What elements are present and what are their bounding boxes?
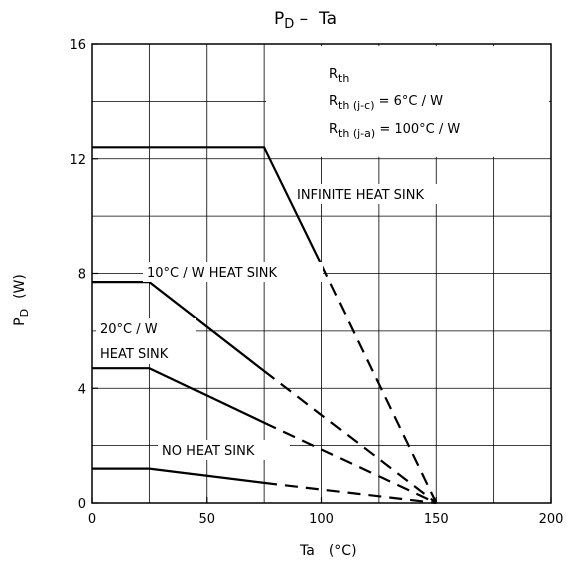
- curve-1-dashed: [263, 370, 437, 504]
- label-20cw-line2: HEAT SINK: [100, 347, 169, 362]
- rth-line-1: Rth: [329, 67, 349, 85]
- rth-box-background: [266, 46, 549, 157]
- y-tick-label: 12: [69, 153, 86, 168]
- y-tick-label: 0: [78, 497, 86, 512]
- x-tick-label: 50: [198, 512, 215, 527]
- x-tick-label: 150: [424, 512, 449, 527]
- curve-0-solid: [92, 146, 323, 266]
- y-tick-label: 16: [69, 38, 86, 53]
- y-axis-title: PD(W): [12, 274, 31, 326]
- label-no-heat-sink: NO HEAT SINK: [162, 444, 255, 459]
- curve-2-dashed: [263, 421, 437, 504]
- x-axis-title: Ta (°C): [299, 543, 357, 559]
- curve-annotations: INFINITE HEAT SINK 10°C / W HEAT SINK 20…: [96, 184, 463, 460]
- rth-line-2: Rth (j-c) = 6°C / W: [329, 94, 443, 112]
- derating-curves: [92, 146, 438, 505]
- curve-3-dashed: [263, 481, 437, 505]
- rth-line-3: Rth (j-a) = 100°C / W: [329, 122, 460, 140]
- curve-0-dashed: [320, 264, 438, 504]
- x-tick-label: 0: [88, 512, 96, 527]
- curve-2-solid: [92, 367, 265, 424]
- x-tick-label: 200: [539, 512, 564, 527]
- y-tick-label: 4: [78, 382, 86, 397]
- rth-box: Rth Rth (j-c) = 6°C / W Rth (j-a) = 100°…: [329, 67, 460, 140]
- grid-lines: [92, 44, 551, 503]
- x-tick-label: 100: [309, 512, 334, 527]
- axis-ticks: 0 50 100 150 200 0 4 8 12 16: [69, 38, 563, 527]
- curve-1-solid: [92, 281, 265, 372]
- curve-3-solid: [92, 467, 265, 484]
- chart-title: PD – Ta: [274, 9, 337, 32]
- label-10cw-heat-sink: 10°C / W HEAT SINK: [147, 266, 278, 281]
- y-tick-label: 8: [78, 268, 86, 283]
- label-infinite-heat-sink: INFINITE HEAT SINK: [297, 188, 424, 203]
- label-20cw-line1: 20°C / W: [100, 322, 158, 337]
